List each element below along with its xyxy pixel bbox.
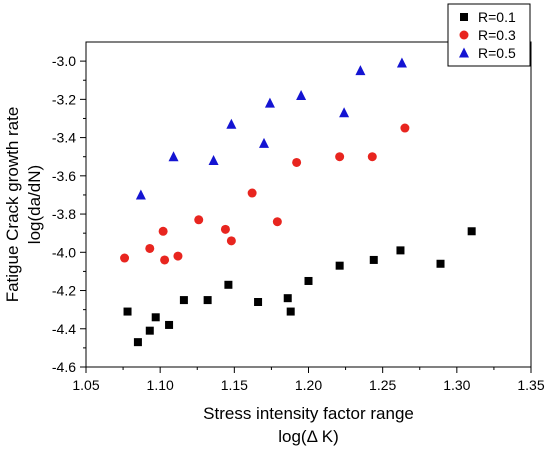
data-point-circle: [145, 243, 155, 253]
y-tick-label: -3.4: [52, 130, 76, 146]
data-point-circle: [367, 152, 377, 162]
data-point-square: [286, 307, 295, 316]
x-tick-label: 1.30: [443, 377, 470, 393]
data-point-square: [396, 246, 405, 255]
x-tick-label: 1.05: [72, 377, 99, 393]
data-point-triangle: [135, 189, 146, 200]
legend-item: R=0.3: [459, 27, 516, 43]
x-axis: 1.05 1.10 1.15 1.20 1.25 1.30 1.35: [72, 367, 545, 393]
y-tick-label: -4.2: [52, 283, 76, 299]
x-tick-label: 1.25: [369, 377, 396, 393]
legend-marker-triangle: [459, 47, 469, 58]
data-point-square: [254, 298, 263, 306]
y-tick-label: -4.0: [52, 244, 76, 260]
legend-item: R=0.5: [459, 45, 516, 61]
data-point-circle: [400, 123, 410, 133]
y-axis: -4.6 -4.4 -4.2 -4.0 -3.8 -3.6 -3.4 -3.2 -3.0: [52, 53, 86, 375]
data-point-square: [165, 320, 174, 329]
data-point-square: [123, 307, 132, 316]
y-tick-label: -4.6: [52, 359, 76, 375]
data-point-triangle: [339, 107, 350, 118]
data-point-circle: [292, 157, 302, 167]
x-tick-label: 1.20: [295, 377, 322, 393]
y-tick-label: -3.2: [52, 91, 76, 107]
legend-label: R=0.3: [478, 27, 516, 43]
data-point-circle: [247, 188, 257, 198]
x-tick-label: 1.35: [517, 377, 544, 393]
legend-marker-circle: [459, 30, 469, 40]
legend-item: R=0.1: [460, 9, 516, 25]
series-circle-points: [120, 123, 410, 265]
y-tick-label: -4.4: [52, 321, 76, 337]
legend: R=0.1 R=0.3 R=0.5: [447, 3, 531, 67]
x-tick-label: 1.15: [221, 377, 248, 393]
data-point-circle: [160, 255, 170, 265]
data-point-circle: [194, 215, 204, 225]
data-point-square: [304, 276, 313, 285]
data-point-square: [436, 259, 445, 268]
data-point-triangle: [208, 155, 219, 166]
data-point-square: [467, 227, 476, 236]
data-point-triangle: [226, 118, 237, 129]
data-point-square: [203, 296, 212, 305]
series-triangle-points: [135, 57, 407, 200]
data-point-triangle: [296, 90, 307, 101]
legend-label: R=0.1: [478, 9, 516, 25]
data-point-square: [335, 261, 344, 270]
data-point-circle: [226, 236, 236, 246]
x-axis-title: Stress intensity factor range: [203, 404, 414, 423]
data-point-triangle: [396, 57, 407, 68]
y-axis-title: Fatigue Crack growth rate: [3, 107, 22, 303]
data-point-circle: [335, 152, 345, 162]
data-point-circle: [220, 224, 230, 234]
data-point-square: [133, 338, 142, 347]
data-point-circle: [272, 217, 282, 227]
y-tick-label: -3.6: [52, 168, 76, 184]
data-point-triangle: [259, 137, 269, 148]
data-point-triangle: [355, 65, 366, 76]
data-point-square: [369, 255, 378, 264]
data-point-circle: [120, 253, 130, 263]
x-axis-subtitle: log(Δ K): [278, 427, 339, 446]
data-point-square: [145, 326, 154, 335]
legend-label: R=0.5: [478, 45, 516, 61]
data-point-square: [283, 294, 292, 303]
y-axis-subtitle: log(da/dN): [25, 165, 44, 244]
data-point-circle: [158, 226, 168, 236]
y-tick-label: -3.0: [52, 53, 76, 69]
data-points: [120, 57, 476, 347]
legend-marker-square: [460, 13, 468, 21]
x-tick-label: 1.10: [147, 377, 174, 393]
data-point-square: [224, 280, 233, 289]
series-square-points: [123, 227, 476, 347]
data-point-square: [151, 313, 160, 322]
y-tick-label: -3.8: [52, 206, 76, 222]
data-point-square: [179, 296, 188, 305]
data-point-circle: [173, 251, 183, 261]
data-point-triangle: [264, 97, 275, 108]
data-point-triangle: [168, 151, 179, 162]
